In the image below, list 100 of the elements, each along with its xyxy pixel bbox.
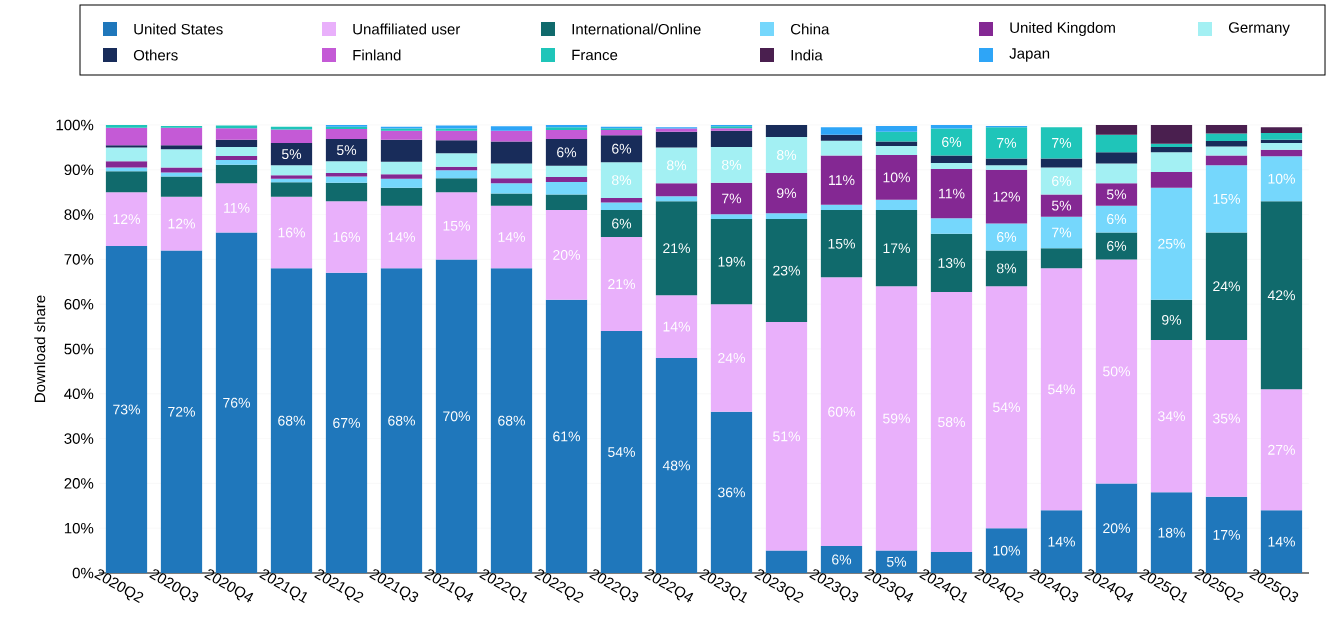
- bar: [1150, 143, 1193, 147]
- data-label: 8%: [611, 175, 632, 186]
- bar: [820, 140, 863, 156]
- data-label: 68%: [278, 415, 306, 426]
- data-label: 9%: [1162, 314, 1182, 325]
- bar: [655, 295, 698, 358]
- bar: [710, 146, 753, 183]
- data-label: 25%: [1158, 238, 1185, 249]
- bar: [710, 214, 753, 220]
- legend-label: Germany: [1228, 22, 1290, 36]
- bar: [1040, 194, 1083, 217]
- bar: [1260, 139, 1303, 143]
- bar: [490, 163, 533, 179]
- data-label: 42%: [1267, 290, 1295, 301]
- bar: [215, 155, 258, 160]
- bar: [380, 161, 423, 175]
- bar: [1040, 216, 1083, 249]
- data-label: 5%: [1051, 200, 1072, 211]
- data-label: 6%: [942, 137, 962, 147]
- data-label: 11%: [829, 175, 855, 185]
- bar: [380, 178, 423, 188]
- bar: [490, 178, 533, 184]
- bar: [270, 196, 313, 269]
- data-label: 15%: [443, 220, 471, 231]
- bar: [1205, 155, 1248, 166]
- data-label: 21%: [608, 279, 636, 289]
- data-label: 6%: [557, 147, 577, 158]
- data-label: 5%: [281, 149, 302, 160]
- data-label: 14%: [388, 232, 416, 242]
- data-label: 10%: [1268, 173, 1295, 184]
- bar: [930, 163, 973, 169]
- data-label: 16%: [333, 232, 361, 242]
- y-tick-label: 80%: [64, 209, 94, 220]
- bar: [105, 147, 148, 162]
- data-label: 5%: [336, 145, 357, 156]
- data-label: 14%: [663, 321, 690, 332]
- bar: [875, 146, 918, 156]
- data-label: 48%: [662, 460, 690, 471]
- bar: [160, 149, 203, 168]
- y-tick-label: 50%: [64, 343, 94, 355]
- data-label: 6%: [1107, 240, 1127, 251]
- bar: [1095, 259, 1138, 484]
- bar: [380, 139, 423, 162]
- bar: [820, 210, 863, 278]
- data-label: 50%: [1103, 366, 1130, 377]
- bar: [1205, 232, 1248, 341]
- data-label: 6%: [997, 232, 1017, 242]
- y-tick-label: 10%: [64, 522, 94, 534]
- bar: [985, 286, 1028, 529]
- bar: [710, 219, 753, 305]
- bar: [215, 159, 258, 165]
- bar: [600, 135, 643, 163]
- bar: [875, 199, 918, 211]
- bar: [820, 155, 863, 205]
- data-label: 72%: [168, 406, 196, 417]
- bar: [380, 187, 423, 206]
- bar: [765, 137, 808, 173]
- bar: [1040, 248, 1083, 269]
- bar: [1150, 340, 1193, 493]
- bar: [1260, 133, 1303, 140]
- bar: [930, 155, 973, 164]
- data-label: 13%: [938, 258, 965, 268]
- data-label: 14%: [1268, 536, 1295, 547]
- data-label: 11%: [224, 202, 250, 213]
- bar: [215, 164, 258, 184]
- bar: [215, 183, 258, 233]
- data-label: 67%: [333, 417, 361, 428]
- data-label: 7%: [1052, 227, 1072, 238]
- legend-label: France: [572, 49, 618, 61]
- data-label: 17%: [1213, 530, 1240, 540]
- bar: [1040, 158, 1083, 168]
- legend-label: Japan: [1009, 48, 1050, 62]
- bar: [380, 174, 423, 179]
- y-tick-label: 0%: [72, 567, 94, 579]
- bar: [765, 219, 808, 323]
- data-label: 6%: [612, 218, 632, 229]
- data-label: 8%: [776, 150, 797, 160]
- bar: [545, 181, 588, 195]
- bar: [325, 172, 368, 177]
- bar: [435, 178, 478, 193]
- bar: [325, 182, 368, 202]
- data-label: 54%: [608, 447, 636, 457]
- bar: [985, 127, 1028, 159]
- bar: [105, 161, 148, 168]
- data-label: 59%: [883, 413, 910, 424]
- bar: [435, 170, 478, 179]
- data-label: 18%: [1158, 527, 1185, 538]
- bar: [160, 196, 203, 251]
- bar: [985, 250, 1028, 287]
- bar: [765, 125, 808, 138]
- data-label: 7%: [997, 138, 1017, 148]
- bar: [325, 201, 368, 273]
- bar: [270, 129, 313, 143]
- bar: [600, 237, 643, 332]
- data-label: 10%: [993, 545, 1020, 556]
- bar: [1150, 152, 1193, 173]
- bar: [875, 155, 918, 200]
- bar: [820, 277, 863, 547]
- bar: [1095, 232, 1138, 260]
- data-label: 14%: [1048, 536, 1075, 547]
